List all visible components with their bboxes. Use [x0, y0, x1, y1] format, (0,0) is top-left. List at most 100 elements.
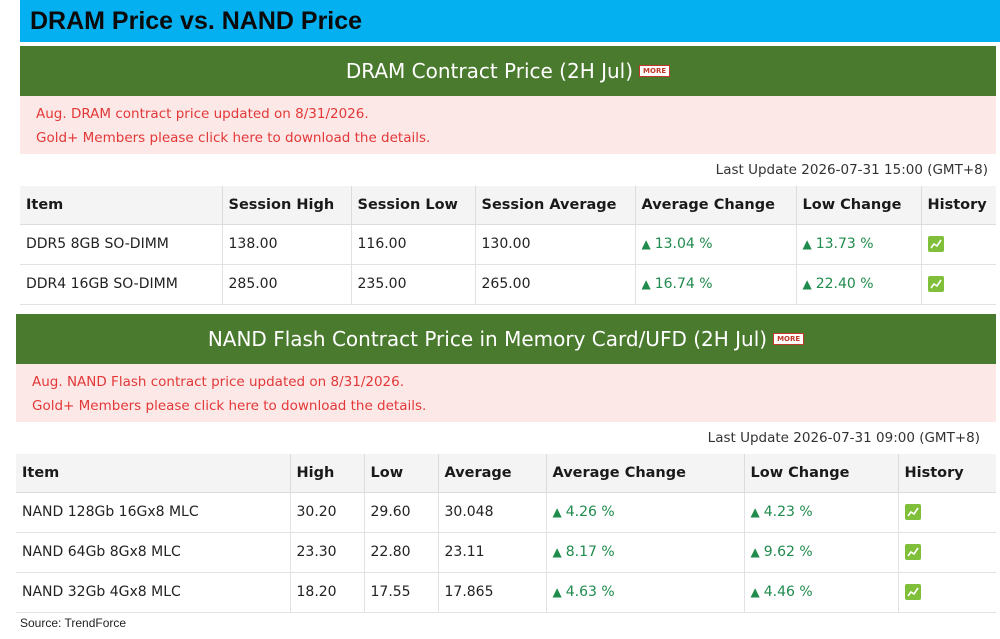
- col-history: History: [898, 454, 996, 493]
- col-session-low: Session Low: [351, 186, 476, 225]
- col-high: High: [290, 454, 365, 493]
- chart-icon[interactable]: [927, 276, 944, 292]
- item-cell: DDR5 8GB SO-DIMM: [20, 224, 223, 265]
- page-title: DRAM Price vs. NAND Price: [30, 6, 363, 35]
- history-cell: [898, 492, 996, 533]
- nand-header-row: Item High Low Average Average Change Low…: [16, 454, 996, 493]
- dram-header-title: DRAM Contract Price (2H Jul): [345, 59, 634, 83]
- nand-more-button[interactable]: MORE: [773, 333, 805, 345]
- col-low-change: Low Change: [796, 186, 922, 225]
- table-row: NAND 128Gb 16Gx8 MLC 30.20 29.60 30.048 …: [16, 492, 996, 533]
- high-cell: 23.30: [290, 532, 365, 573]
- dram-notice-line2[interactable]: Gold+ Members please click here to downl…: [36, 130, 431, 146]
- avg-change-value: 4.63 %: [565, 584, 615, 600]
- col-item: Item: [16, 454, 291, 493]
- low-change-value: 4.46 %: [763, 584, 813, 600]
- col-low-change: Low Change: [744, 454, 899, 493]
- up-arrow-icon: ▲: [641, 277, 651, 291]
- dram-notice[interactable]: Aug. DRAM contract price updated on 8/31…: [20, 96, 996, 154]
- history-cell: [898, 532, 996, 573]
- dram-header: DRAM Contract Price (2H Jul) MORE: [20, 46, 996, 96]
- chart-icon[interactable]: [904, 584, 921, 600]
- up-arrow-icon: ▲: [802, 277, 812, 291]
- table-row: DDR4 16GB SO-DIMM 285.00 235.00 265.00 ▲…: [20, 264, 996, 305]
- avg-cell: 130.00: [475, 224, 636, 265]
- low-change-value: 4.23 %: [763, 504, 813, 520]
- item-cell: NAND 32Gb 4Gx8 MLC: [16, 572, 291, 613]
- history-cell: [921, 264, 996, 305]
- nand-notice[interactable]: Aug. NAND Flash contract price updated o…: [16, 364, 996, 422]
- col-session-average: Session Average: [475, 186, 636, 225]
- avg-change-value: 13.04 %: [654, 236, 713, 252]
- col-average-change: Average Change: [546, 454, 745, 493]
- nand-header-title: NAND Flash Contract Price in Memory Card…: [207, 327, 768, 351]
- avg-change-cell: ▲ 4.63 %: [546, 572, 745, 613]
- col-average: Average: [438, 454, 547, 493]
- low-change-value: 13.73 %: [815, 236, 874, 252]
- low-change-cell: ▲ 22.40 %: [796, 264, 922, 305]
- chart-icon[interactable]: [904, 544, 921, 560]
- col-history: History: [921, 186, 996, 225]
- history-cell: [921, 224, 996, 265]
- nand-notice-line1[interactable]: Aug. NAND Flash contract price updated o…: [32, 374, 405, 390]
- dram-header-row: Item Session High Session Low Session Av…: [20, 186, 996, 225]
- high-cell: 30.20: [290, 492, 365, 533]
- low-cell: 116.00: [351, 224, 476, 265]
- nand-header: NAND Flash Contract Price in Memory Card…: [16, 314, 996, 364]
- chart-icon[interactable]: [904, 504, 921, 520]
- high-cell: 138.00: [222, 224, 352, 265]
- up-arrow-icon: ▲: [641, 237, 651, 251]
- low-change-cell: ▲ 9.62 %: [744, 532, 899, 573]
- avg-change-value: 16.74 %: [654, 276, 713, 292]
- nand-panel: NAND Flash Contract Price in Memory Card…: [16, 314, 996, 613]
- col-average-change: Average Change: [635, 186, 797, 225]
- up-arrow-icon: ▲: [802, 237, 812, 251]
- low-change-value: 9.62 %: [763, 544, 813, 560]
- low-cell: 17.55: [364, 572, 439, 613]
- nand-last-update: Last Update 2026-07-31 09:00 (GMT+8): [707, 430, 980, 446]
- up-arrow-icon: ▲: [750, 545, 760, 559]
- avg-change-cell: ▲ 13.04 %: [635, 224, 797, 265]
- low-change-cell: ▲ 4.46 %: [744, 572, 899, 613]
- avg-change-cell: ▲ 4.26 %: [546, 492, 745, 533]
- avg-cell: 30.048: [438, 492, 547, 533]
- low-change-cell: ▲ 4.23 %: [744, 492, 899, 533]
- up-arrow-icon: ▲: [750, 505, 760, 519]
- avg-change-value: 4.26 %: [565, 504, 615, 520]
- up-arrow-icon: ▲: [750, 585, 760, 599]
- up-arrow-icon: ▲: [552, 545, 562, 559]
- low-change-value: 22.40 %: [815, 276, 874, 292]
- low-cell: 22.80: [364, 532, 439, 573]
- avg-cell: 23.11: [438, 532, 547, 573]
- up-arrow-icon: ▲: [552, 585, 562, 599]
- chart-icon[interactable]: [927, 236, 944, 252]
- table-row: NAND 32Gb 4Gx8 MLC 18.20 17.55 17.865 ▲ 4…: [16, 572, 996, 613]
- avg-change-value: 8.17 %: [565, 544, 615, 560]
- title-bar: DRAM Price vs. NAND Price: [20, 0, 1000, 42]
- low-cell: 235.00: [351, 264, 476, 305]
- item-cell: DDR4 16GB SO-DIMM: [20, 264, 223, 305]
- low-cell: 29.60: [364, 492, 439, 533]
- dram-last-update: Last Update 2026-07-31 15:00 (GMT+8): [715, 162, 988, 178]
- dram-notice-line1[interactable]: Aug. DRAM contract price updated on 8/31…: [36, 106, 369, 122]
- table-row: NAND 64Gb 8Gx8 MLC 23.30 22.80 23.11 ▲ 8.…: [16, 532, 996, 573]
- col-low: Low: [364, 454, 439, 493]
- avg-change-cell: ▲ 8.17 %: [546, 532, 745, 573]
- col-item: Item: [20, 186, 223, 225]
- avg-cell: 17.865: [438, 572, 547, 613]
- high-cell: 285.00: [222, 264, 352, 305]
- dram-table: Item Session High Session Low Session Av…: [20, 186, 996, 305]
- history-cell: [898, 572, 996, 613]
- dram-panel: DRAM Contract Price (2H Jul) MORE Aug. D…: [20, 46, 996, 305]
- avg-change-cell: ▲ 16.74 %: [635, 264, 797, 305]
- nand-table: Item High Low Average Average Change Low…: [16, 454, 996, 613]
- nand-notice-line2[interactable]: Gold+ Members please click here to downl…: [32, 398, 427, 414]
- low-change-cell: ▲ 13.73 %: [796, 224, 922, 265]
- item-cell: NAND 128Gb 16Gx8 MLC: [16, 492, 291, 533]
- avg-cell: 265.00: [475, 264, 636, 305]
- dram-more-button[interactable]: MORE: [639, 65, 671, 77]
- col-session-high: Session High: [222, 186, 352, 225]
- table-row: DDR5 8GB SO-DIMM 138.00 116.00 130.00 ▲ 1…: [20, 224, 996, 265]
- high-cell: 18.20: [290, 572, 365, 613]
- item-cell: NAND 64Gb 8Gx8 MLC: [16, 532, 291, 573]
